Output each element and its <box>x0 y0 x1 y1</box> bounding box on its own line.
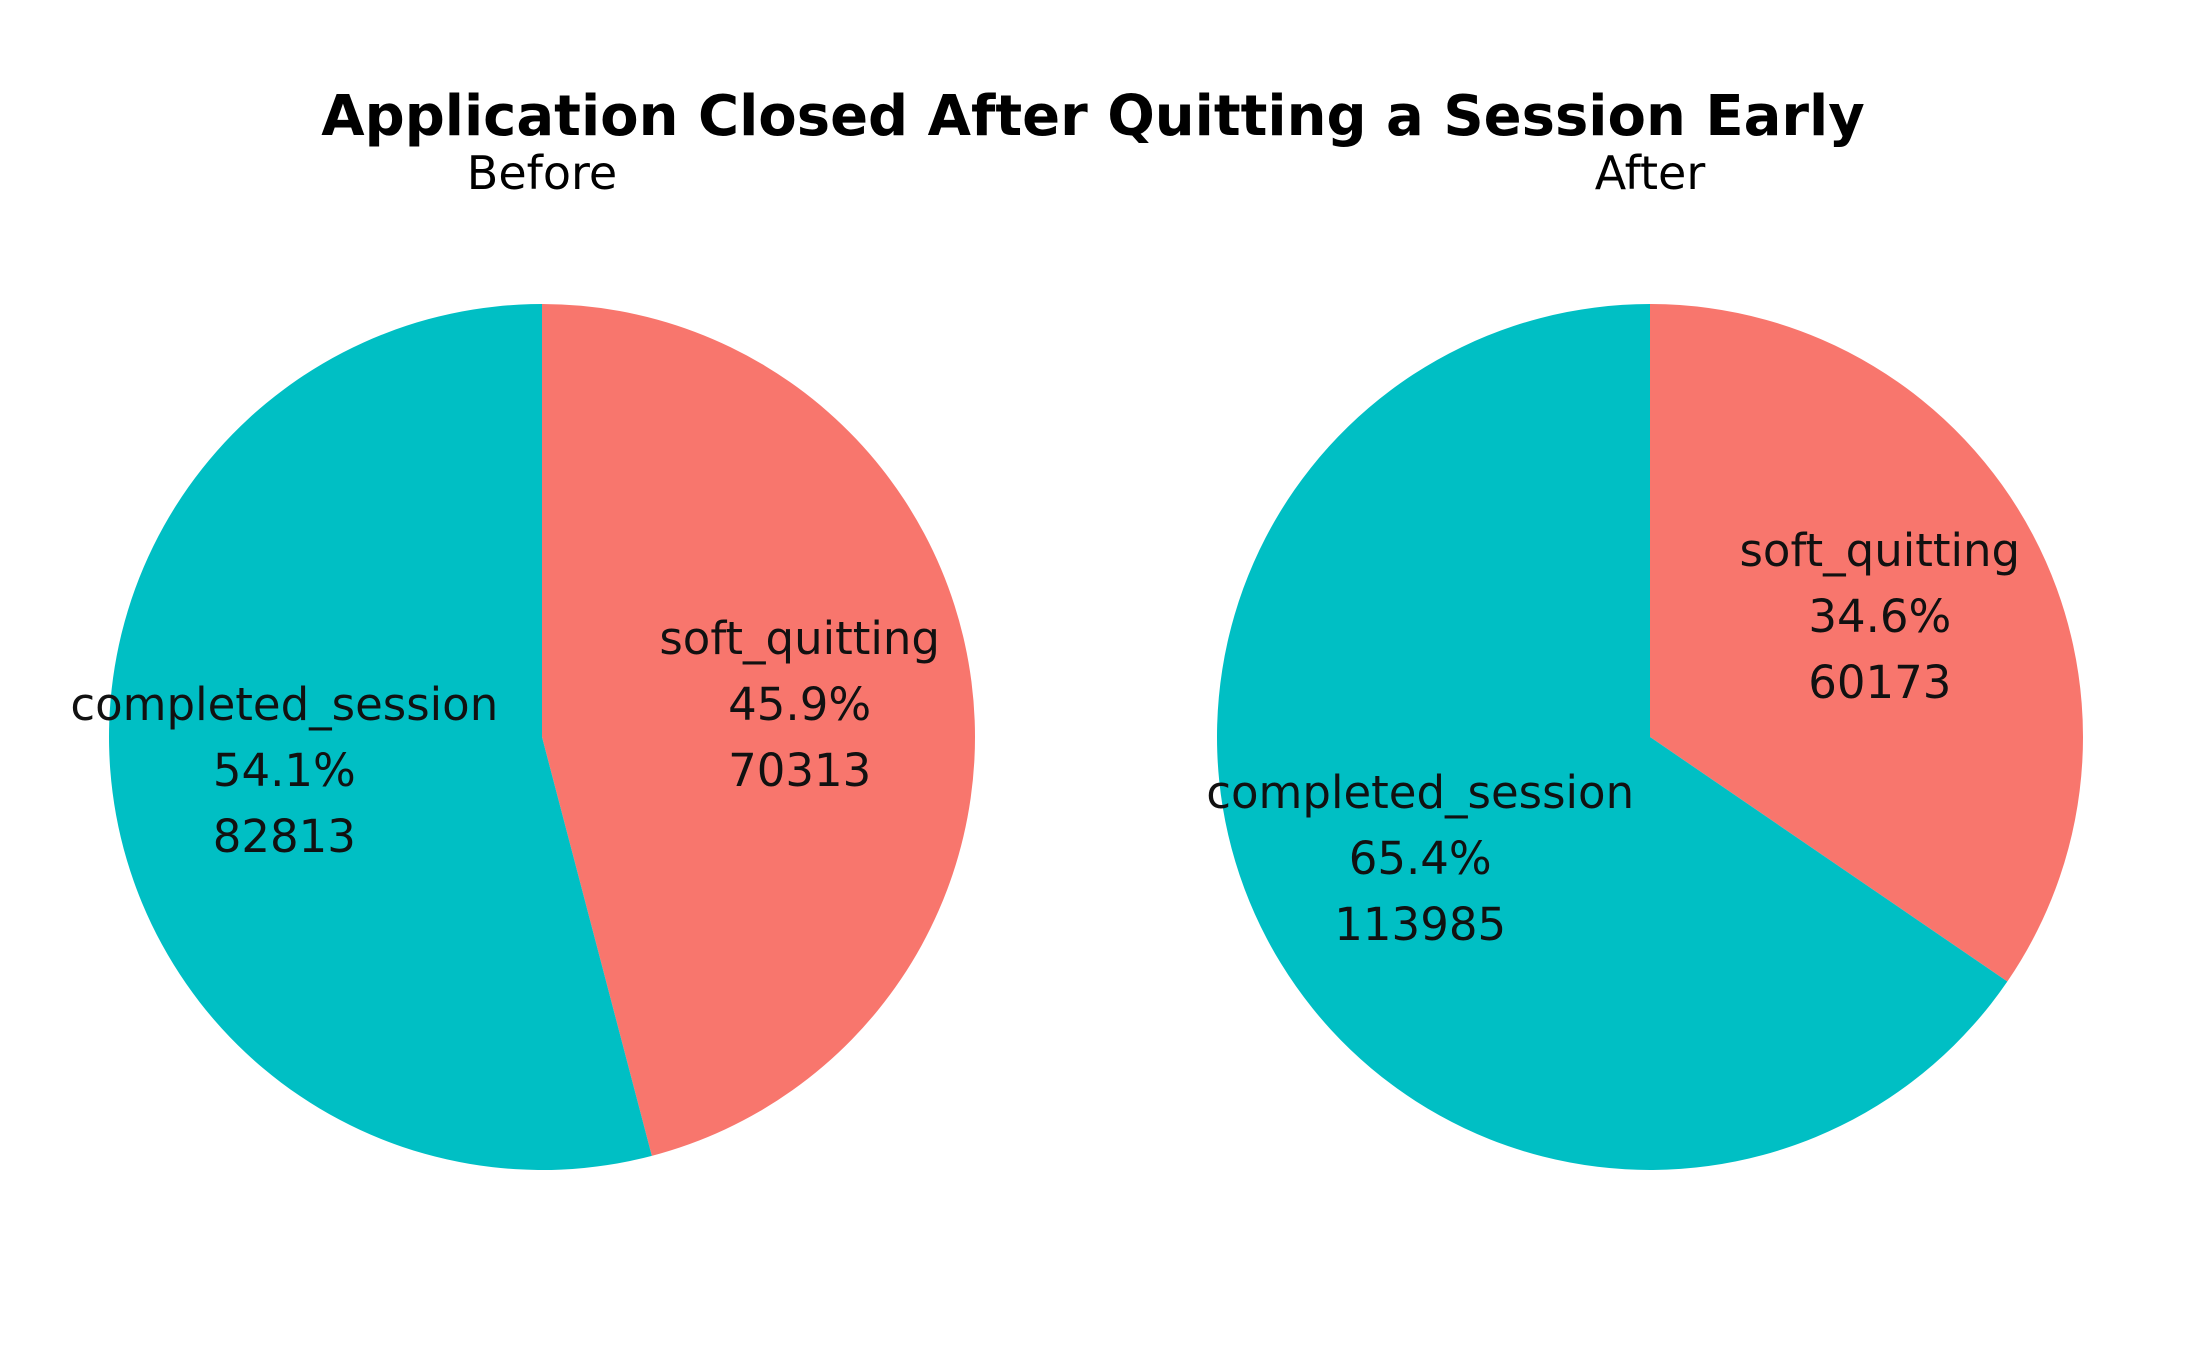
pie-slice-after-soft-quitting <box>1650 304 2083 982</box>
slice-label-name-after-completed-session: completed_session <box>1206 766 1634 819</box>
pie-slices-after <box>1216 304 2083 1170</box>
slice-label-count-after-soft-quitting: 60173 <box>1808 656 1951 709</box>
pie-slices-before <box>109 304 976 1170</box>
pie-chart-after: After soft_quitting 34.6% 60173 completed_s… <box>1206 146 2083 1170</box>
slice-label-count-after-completed-session: 113985 <box>1334 898 1506 951</box>
pie-slice-before-soft-quitting <box>542 304 976 1156</box>
slice-label-percent-after-soft-quitting: 34.6% <box>1808 590 1951 643</box>
slice-label-count-before-soft-quitting: 70313 <box>728 744 871 797</box>
slice-label-percent-before-completed-session: 54.1% <box>213 744 356 797</box>
pie-slice-before-completed-session <box>109 304 652 1170</box>
slice-label-percent-after-completed-session: 65.4% <box>1349 832 1492 885</box>
chart-title: Application Closed After Quitting a Sess… <box>321 84 1864 149</box>
pie-chart-before: Before soft_quitting 45.9% 70313 completed_… <box>70 146 976 1170</box>
pie-slice-after-completed-session <box>1216 304 2008 1170</box>
slice-label-name-before-completed-session: completed_session <box>70 678 498 731</box>
slice-label-count-before-completed-session: 82813 <box>213 810 356 863</box>
slice-label-percent-before-soft-quitting: 45.9% <box>728 678 871 731</box>
slice-label-name-before-soft-quitting: soft_quitting <box>659 612 940 665</box>
pie-labels-after: soft_quitting 34.6% 60173 completed_session… <box>1206 524 2020 951</box>
slice-label-name-after-soft-quitting: soft_quitting <box>1739 524 2020 577</box>
pie-subtitle-before: Before <box>467 146 617 200</box>
pie-subtitle-after: After <box>1595 146 1706 200</box>
pie-labels-before: soft_quitting 45.9% 70313 completed_session… <box>70 612 940 863</box>
